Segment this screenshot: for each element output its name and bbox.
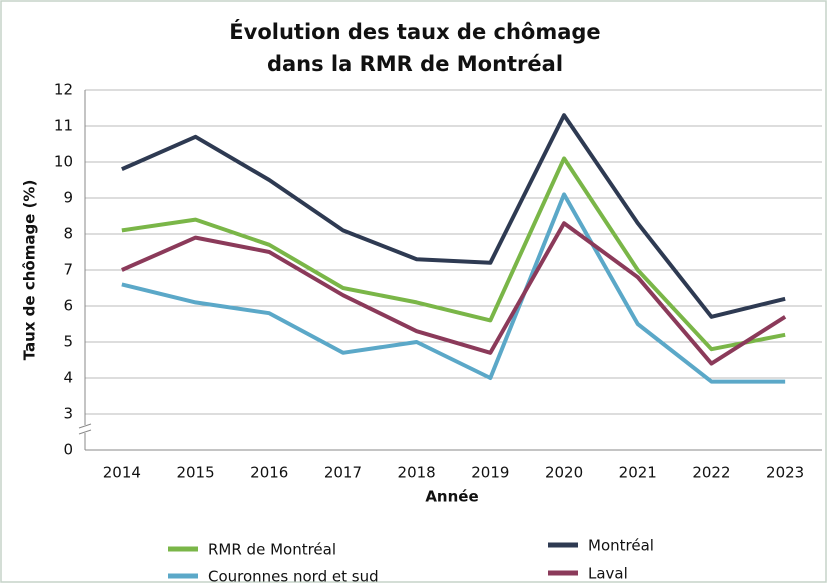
y-tick-label: 7	[63, 261, 73, 279]
x-tick-label: 2020	[545, 464, 583, 482]
x-tick-label: 2014	[103, 464, 141, 482]
legend-label: Laval	[588, 565, 628, 583]
x-tick-label: 2017	[324, 464, 362, 482]
y-tick-label: 5	[63, 333, 73, 351]
axis-break-gap	[80, 425, 90, 433]
y-tick-label: 11	[54, 117, 73, 135]
x-axis-label: Année	[425, 488, 478, 506]
x-tick-label: 2023	[766, 464, 804, 482]
plot: 0 3 4 5 6 7 8 9 10 11 12 2014 2015 2016 2017 2018 2019 20…	[54, 81, 822, 482]
legend-label: Montréal	[588, 537, 654, 555]
y-tick-label: 4	[63, 369, 73, 387]
axis-break-mark	[78, 429, 92, 435]
x-tick-label: 2018	[398, 464, 436, 482]
y-tick-label: 3	[63, 405, 73, 423]
x-tick-label: 2016	[250, 464, 288, 482]
y-tick-label: 9	[63, 189, 73, 207]
x-tick-label: 2021	[619, 464, 657, 482]
y-tick-label: 12	[54, 81, 73, 99]
y-tick-label: 8	[63, 225, 73, 243]
series-line	[121, 192, 786, 384]
x-tick-label: 2022	[692, 464, 730, 482]
y-tick-label: 10	[54, 153, 73, 171]
x-tick-label: 2015	[176, 464, 214, 482]
chart-title: dans la RMR de Montréal	[267, 52, 563, 76]
legend-label: Couronnes nord et sud	[208, 568, 379, 584]
series-line	[121, 156, 786, 352]
y-axis-label: Taux de chômage (%)	[21, 180, 39, 361]
x-tick-label: 2019	[471, 464, 509, 482]
legend-label: RMR de Montréal	[208, 541, 336, 559]
series-line	[121, 113, 786, 319]
y-tick-label: 6	[63, 297, 73, 315]
series-line	[121, 221, 787, 366]
y-tick-label: 0	[63, 441, 73, 459]
chart-title: Évolution des taux de chômage	[229, 19, 600, 44]
axis-break-mark	[78, 423, 92, 429]
